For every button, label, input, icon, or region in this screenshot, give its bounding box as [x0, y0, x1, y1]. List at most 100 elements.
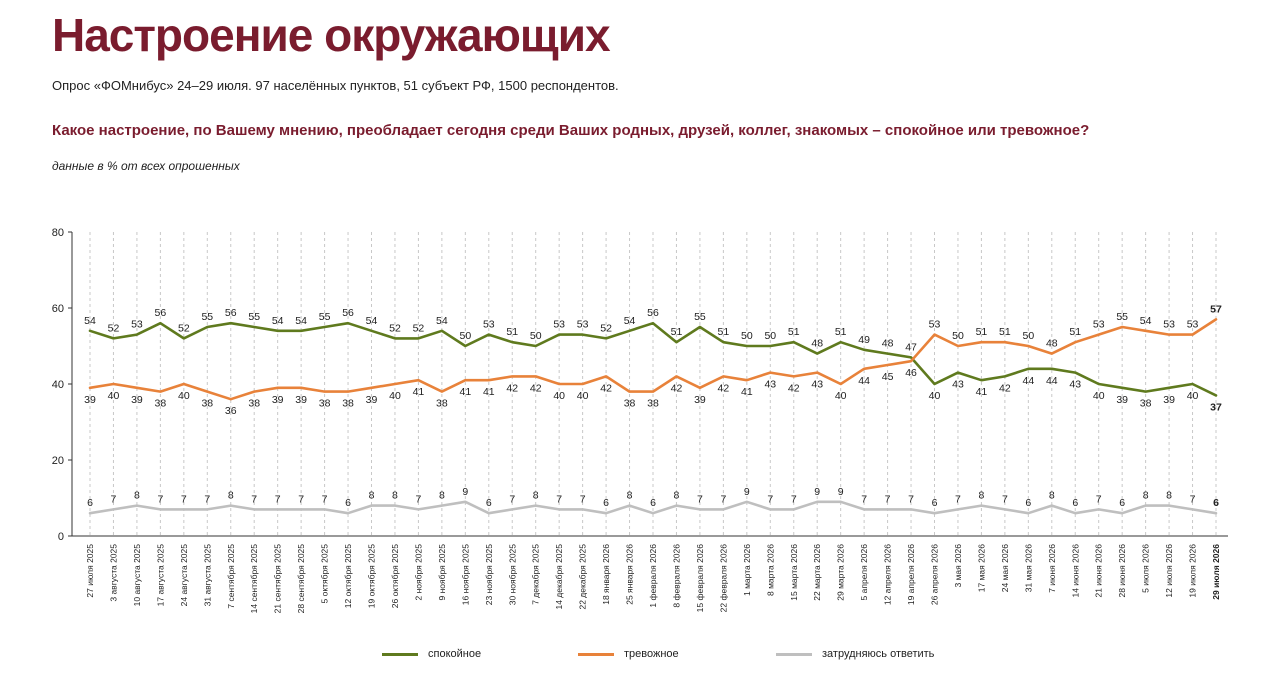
data-label: 54 [295, 315, 307, 327]
data-label: 53 [1093, 319, 1105, 331]
data-label: 7 [767, 493, 773, 505]
data-label: 7 [181, 493, 187, 505]
data-label: 53 [131, 319, 143, 331]
x-tick-label: 23 ноября 2025 [484, 544, 494, 605]
x-tick-label: 22 марта 2026 [812, 544, 822, 601]
data-label: 38 [624, 398, 636, 410]
data-label: 38 [1140, 398, 1152, 410]
x-tick-label: 15 марта 2026 [789, 544, 799, 601]
x-tick-label: 29 марта 2026 [836, 544, 846, 601]
x-tick-label: 8 февраля 2026 [671, 544, 681, 608]
data-label: 39 [295, 394, 307, 406]
data-label: 50 [764, 330, 776, 342]
data-label: 6 [1072, 497, 1078, 509]
data-label: 50 [459, 330, 471, 342]
data-label: 51 [718, 326, 730, 338]
x-tick-label: 22 декабря 2025 [578, 544, 588, 610]
data-label: 55 [319, 311, 331, 323]
data-label: 7 [885, 493, 891, 505]
x-tick-label: 1 февраля 2026 [648, 544, 658, 608]
data-label: 51 [999, 326, 1011, 338]
data-label: 39 [694, 394, 706, 406]
data-label: 39 [84, 394, 96, 406]
data-label: 7 [720, 493, 726, 505]
data-label: 54 [624, 315, 636, 327]
legend-label: спокойное [428, 648, 482, 660]
x-tick-label: 22 февраля 2026 [718, 544, 728, 613]
units-note: данные в % от всех опрошенных [52, 159, 240, 173]
data-label: 7 [955, 493, 961, 505]
data-label: 40 [1187, 390, 1199, 402]
data-label: 54 [436, 315, 448, 327]
data-label: 53 [1163, 319, 1175, 331]
series-line-1 [88, 321, 1218, 397]
data-label: 44 [1046, 375, 1058, 387]
legend-item: тревожное [578, 648, 679, 660]
data-label: 51 [506, 326, 518, 338]
x-tick-label: 24 мая 2026 [1000, 544, 1010, 593]
data-label: 48 [882, 338, 894, 350]
data-label: 51 [1069, 326, 1081, 338]
data-label: 50 [952, 330, 964, 342]
data-label: 6 [932, 497, 938, 509]
x-tick-label: 7 сентября 2025 [226, 544, 236, 609]
x-tick-label: 3 августа 2025 [108, 544, 118, 602]
legend-item: спокойное [382, 648, 481, 660]
data-label: 7 [322, 493, 328, 505]
data-label: 7 [1190, 493, 1196, 505]
x-tick-label: 21 июня 2026 [1094, 544, 1104, 598]
data-label: 53 [577, 319, 589, 331]
data-label: 40 [553, 390, 565, 402]
data-label: 6 [1025, 497, 1031, 509]
data-label: 43 [1069, 379, 1081, 391]
x-tick-label: 21 сентября 2025 [273, 544, 283, 614]
legend-label: тревожное [624, 648, 679, 660]
data-label: 7 [580, 493, 586, 505]
x-tick-label: 5 июля 2026 [1141, 544, 1151, 593]
data-label: 43 [764, 379, 776, 391]
data-label: 39 [1163, 394, 1175, 406]
data-label: 42 [999, 382, 1011, 394]
data-label: 7 [298, 493, 304, 505]
survey-subtitle: Опрос «ФОМнибус» 24–29 июля. 97 населённ… [52, 78, 619, 93]
data-label: 50 [530, 330, 542, 342]
x-tick-label: 19 октября 2025 [367, 544, 377, 609]
x-tick-label: 8 марта 2026 [765, 544, 775, 596]
x-tick-label: 5 октября 2025 [320, 544, 330, 604]
data-label: 54 [84, 315, 96, 327]
x-tick-label: 7 декабря 2025 [531, 544, 541, 605]
data-label: 38 [248, 398, 260, 410]
x-tick-label: 12 октября 2025 [343, 544, 353, 609]
data-label: 6 [1213, 497, 1219, 509]
legend-item: затрудняюсь ответить [776, 648, 934, 660]
data-label: 42 [671, 382, 683, 394]
data-label: 51 [976, 326, 988, 338]
page-title: Настроение окружающих [52, 9, 611, 61]
data-label: 42 [788, 382, 800, 394]
data-label: 39 [272, 394, 284, 406]
data-label: 38 [201, 398, 213, 410]
x-tick-label: 16 ноября 2025 [460, 544, 470, 605]
data-label: 6 [1119, 497, 1125, 509]
data-label: 7 [415, 493, 421, 505]
data-label: 6 [650, 497, 656, 509]
data-label: 41 [741, 386, 753, 398]
data-label: 51 [671, 326, 683, 338]
x-tick-label: 28 июня 2026 [1117, 544, 1127, 598]
data-label: 52 [108, 322, 120, 334]
x-tick-label: 29 июля 2026 [1211, 544, 1221, 600]
x-tick-label: 17 мая 2026 [976, 544, 986, 593]
data-label: 56 [225, 307, 237, 319]
x-tick-label: 25 января 2026 [625, 544, 635, 605]
data-label: 8 [392, 490, 398, 502]
data-label: 55 [1116, 311, 1128, 323]
x-tick-label: 27 июля 2025 [85, 544, 95, 598]
y-tick-label: 20 [52, 455, 64, 467]
data-label: 8 [369, 490, 375, 502]
x-tick-label: 26 апреля 2026 [930, 544, 940, 605]
data-label: 51 [835, 326, 847, 338]
x-tick-label: 31 августа 2025 [202, 544, 212, 607]
data-label: 6 [87, 497, 93, 509]
data-label: 8 [228, 490, 234, 502]
data-label: 38 [647, 398, 659, 410]
